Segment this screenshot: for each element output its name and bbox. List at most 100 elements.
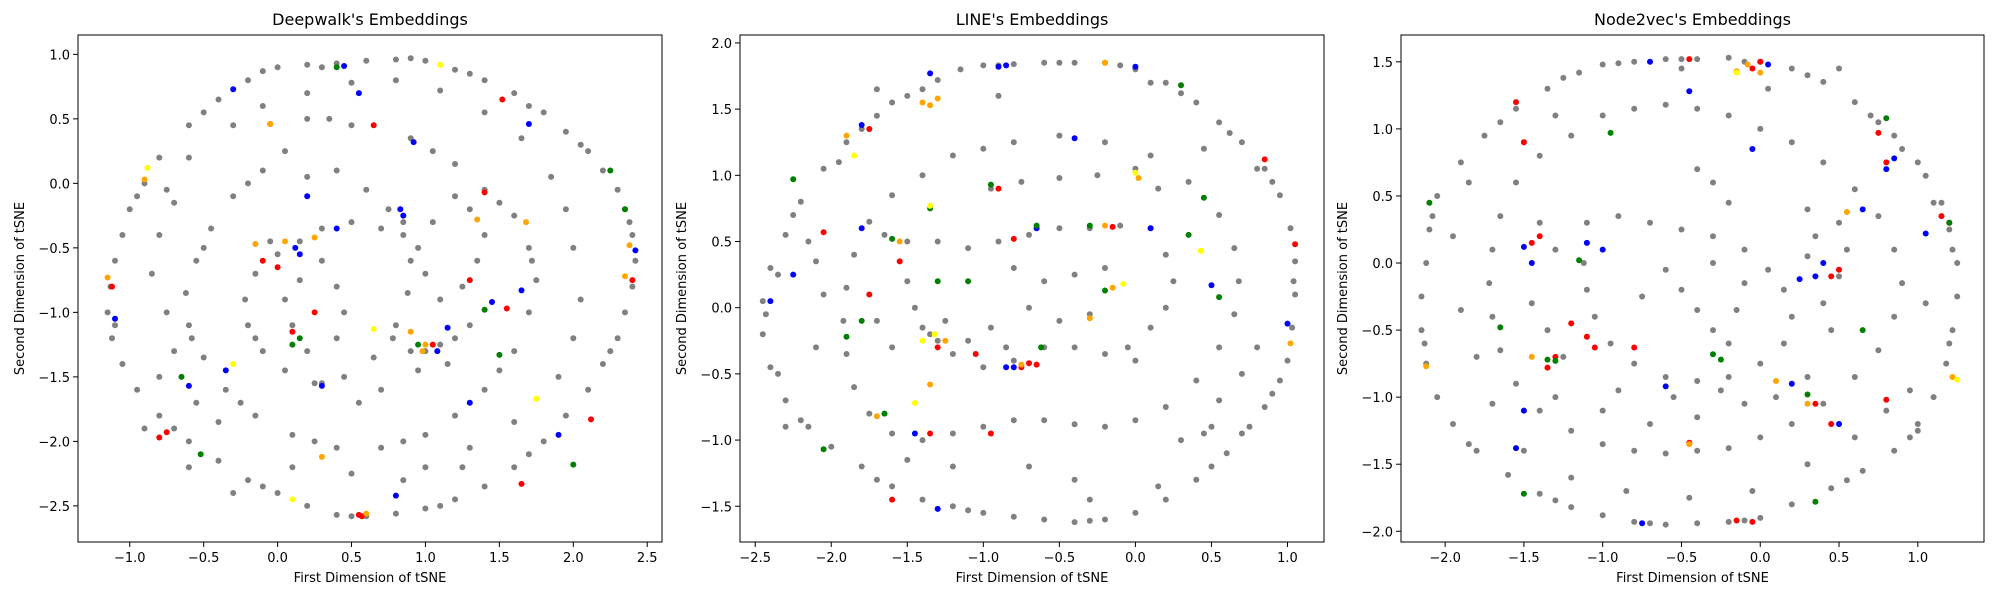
scatter-point-gray	[185, 464, 192, 471]
scatter-point-gray	[289, 464, 296, 471]
scatter-point-gray	[496, 199, 503, 206]
scatter-point-gray	[1583, 219, 1590, 226]
scatter-point-gray	[1725, 112, 1732, 119]
scatter-point-red	[1749, 518, 1756, 525]
x-tick-label: 0.5	[1829, 551, 1850, 566]
scatter-point-gray	[866, 218, 873, 225]
scatter-point-orange	[1757, 69, 1764, 76]
scatter-point-gray	[1943, 360, 1950, 367]
scatter-point-gray	[185, 322, 192, 329]
scatter-point-gray	[1946, 226, 1953, 233]
scatter-point-gray	[481, 483, 488, 490]
scatter-point-gray	[182, 290, 189, 296]
y-axis-label: Second Dimension of tSNE	[13, 202, 28, 375]
scatter-point-gray	[585, 386, 592, 393]
scatter-point-gray	[1071, 476, 1078, 483]
scatter-point-gray	[599, 361, 606, 367]
scatter-point-blue	[1528, 260, 1535, 266]
scatter-point-gray	[1560, 353, 1567, 360]
scatter-point-gray	[1623, 488, 1630, 494]
scatter-point-yellow	[851, 152, 858, 159]
plot-title: LINE's Embeddings	[956, 10, 1109, 29]
scatter-point-gray	[245, 477, 251, 484]
scatter-point-gray	[304, 61, 311, 68]
scatter-point-gray	[481, 77, 488, 84]
scatter-point-gray	[1914, 427, 1921, 434]
scatter-point-gray	[1710, 327, 1716, 334]
scatter-point-gray	[782, 231, 789, 238]
scatter-point-orange	[318, 453, 325, 460]
scatter-point-gray	[1765, 85, 1772, 92]
scatter-point-gray	[296, 277, 303, 284]
points	[759, 59, 1299, 526]
scatter-point-red	[1875, 129, 1882, 136]
scatter-point-red	[1631, 344, 1638, 351]
scatter-point-gray	[1481, 132, 1488, 139]
scatter-point-gray	[1292, 291, 1299, 298]
scatter-point-gray	[1828, 327, 1835, 334]
scatter-point-gray	[1552, 112, 1559, 119]
scatter-point-blue	[292, 244, 299, 251]
scatter-point-blue	[911, 430, 918, 437]
scatter-point-gray	[1102, 351, 1108, 357]
scatter-point-gray	[1162, 251, 1169, 258]
scatter-point-red	[820, 229, 827, 236]
scatter-point-gray	[1552, 497, 1559, 504]
scatter-point-red	[972, 351, 979, 357]
x-tick-label: 2.0	[563, 551, 584, 566]
scatter-point-gray	[1812, 233, 1819, 240]
scatter-point-gray	[1208, 463, 1215, 470]
scatter-point-blue	[434, 348, 441, 355]
scatter-point-gray	[459, 283, 466, 290]
scatter-point-gray	[200, 354, 207, 361]
scatter-point-gray	[348, 122, 355, 129]
scatter-point-orange	[1135, 175, 1142, 181]
scatter-point-gray	[208, 225, 215, 232]
scatter-point-gray	[1749, 488, 1756, 494]
scatter-point-gray	[1434, 394, 1441, 401]
scatter-point-gray	[1536, 490, 1543, 497]
scatter-point-green	[1946, 219, 1953, 226]
scatter-point-gray	[1117, 62, 1124, 69]
scatter-point-gray	[1010, 357, 1017, 364]
scatter-point-gray	[193, 257, 200, 264]
scatter-point-green	[1178, 82, 1184, 89]
scatter-point-gray	[1056, 132, 1063, 139]
scatter-point-gray	[957, 66, 964, 73]
scatter-point-gray	[1949, 246, 1956, 253]
scatter-point-gray	[599, 167, 606, 174]
scatter-point-orange	[1773, 378, 1779, 384]
scatter-point-gray	[762, 311, 769, 318]
scatter-point-orange	[282, 238, 288, 245]
scatter-point-blue	[304, 193, 311, 200]
scatter-point-gray	[311, 380, 318, 387]
scatter-point-gray	[767, 265, 774, 271]
scatter-point-green	[178, 373, 185, 380]
scatter-point-red	[1883, 159, 1890, 166]
scatter-point-gray	[1162, 404, 1169, 410]
scatter-point-gray	[126, 206, 133, 213]
scatter-point-green	[622, 206, 628, 213]
scatter-point-green	[965, 278, 972, 285]
scatter-point-red	[1513, 99, 1519, 106]
scatter-point-gray	[1489, 313, 1496, 320]
scatter-point-gray	[1423, 260, 1430, 266]
scatter-point-gray	[230, 122, 237, 129]
scatter-point-gray	[112, 322, 118, 329]
scatter-point-gray	[1949, 327, 1956, 334]
scatter-point-gray	[1132, 509, 1139, 516]
scatter-point-gray	[904, 238, 911, 245]
scatter-point-gray	[528, 257, 535, 264]
scatter-point-blue	[1788, 380, 1795, 387]
scatter-point-red	[1686, 56, 1693, 63]
scatter-point-gray	[980, 62, 987, 69]
scatter-point-blue	[790, 271, 797, 278]
scatter-point-gray	[1513, 105, 1519, 112]
scatter-point-gray	[1269, 390, 1276, 397]
x-tick-label: 1.0	[1907, 551, 1928, 566]
scatter-point-gray	[889, 192, 896, 199]
scatter-point-gray	[858, 463, 865, 470]
scatter-point-yellow	[289, 496, 296, 503]
scatter-point-green	[1497, 324, 1504, 331]
scatter-point-gray	[1851, 374, 1858, 380]
